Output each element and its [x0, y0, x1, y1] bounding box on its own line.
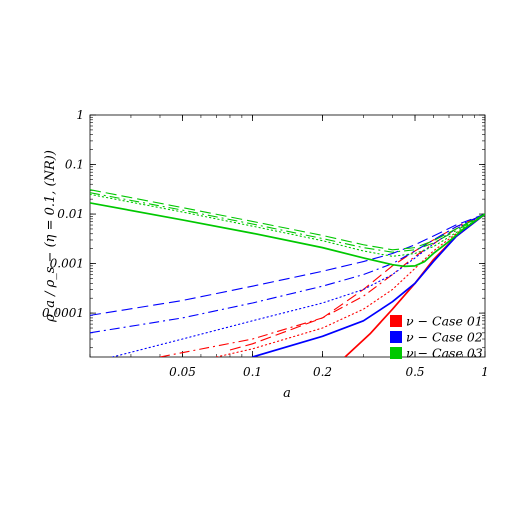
- legend-swatch: [390, 315, 402, 327]
- plot-frame: [89, 114, 486, 358]
- legend: ν − Case 01ν − Case 02ν − Case 03: [390, 314, 483, 361]
- series-line-9: [90, 202, 485, 268]
- legend-swatch: [390, 347, 402, 359]
- x-tick-label: 0.1: [243, 365, 262, 379]
- series-line-10: [90, 193, 485, 257]
- x-tick-label: 1: [481, 365, 489, 379]
- series-line-11: [90, 192, 485, 253]
- series-line-3: [159, 213, 485, 357]
- series-line-5: [252, 213, 485, 357]
- legend-swatch: [390, 331, 402, 343]
- x-tick-label: 0.5: [405, 365, 424, 379]
- y-axis-title: ρ_a / ρ_s − (η = 0.1, (NR)): [43, 150, 58, 323]
- x-tick-label: 0.2: [313, 365, 332, 379]
- y-tick-label: 0.01: [57, 207, 84, 221]
- legend-label: ν − Case 02: [406, 330, 483, 345]
- legend-label: ν − Case 01: [406, 314, 483, 329]
- plot-series: [90, 189, 485, 357]
- series-line-4: [229, 213, 485, 351]
- tick-labels: 0.05 0.1 0.2 0.5 1 1 0.1 0.01 0.001 0.0001: [42, 108, 489, 379]
- x-axis-title: a: [283, 386, 291, 401]
- series-line-8: [90, 213, 485, 316]
- y-tick-label: 0.1: [65, 158, 84, 172]
- legend-label: ν − Case 03: [406, 346, 483, 361]
- x-tick-label: 0.05: [169, 365, 196, 379]
- series-line-12: [90, 189, 485, 251]
- axis-ticks: [89, 114, 486, 357]
- y-tick-label: 0.0001: [42, 306, 84, 320]
- y-tick-label: 1: [76, 108, 84, 122]
- series-line-7: [90, 213, 485, 334]
- series-line-2: [215, 213, 485, 357]
- y-tick-label: 0.001: [50, 257, 84, 271]
